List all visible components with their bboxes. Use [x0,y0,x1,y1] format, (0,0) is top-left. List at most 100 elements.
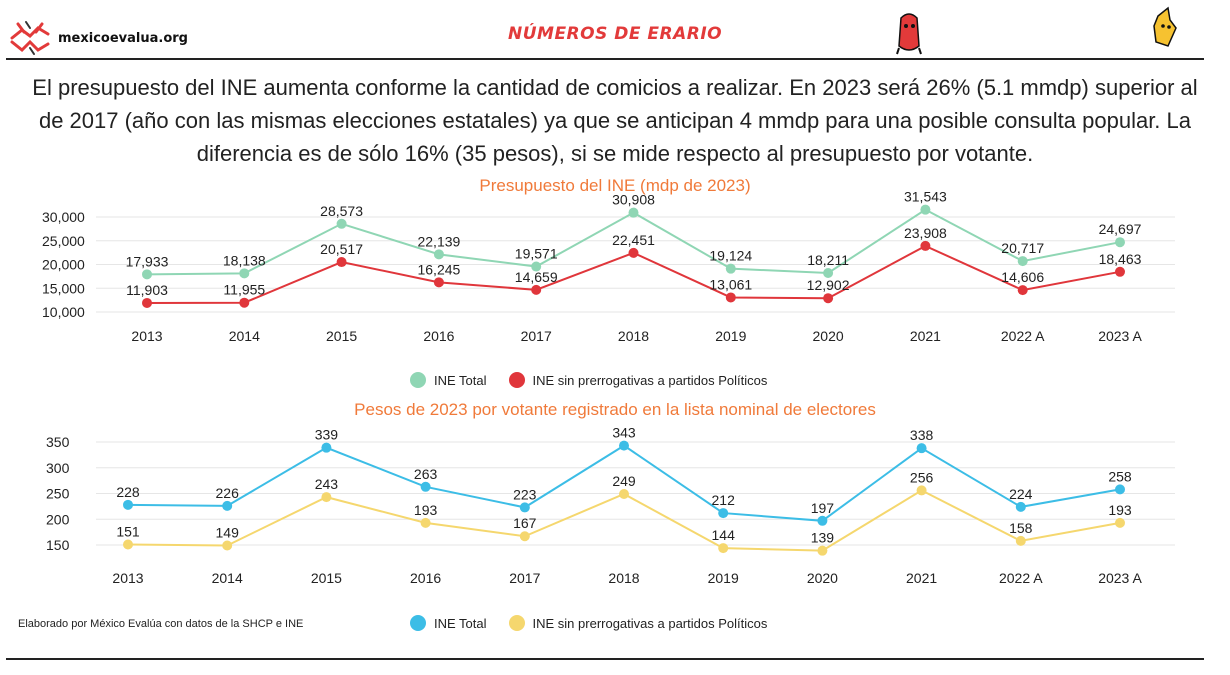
bottom-divider [6,658,1204,660]
data-point[interactable] [1115,266,1125,277]
legend-label: INE sin prerrogativas a partidos Polític… [532,372,768,388]
red-mascot-icon [896,13,922,55]
x-tick-label: 2020 [807,570,838,586]
x-tick-label: 2020 [813,328,844,344]
data-point[interactable] [718,543,729,554]
data-point[interactable] [123,499,133,510]
y-tick-label: 30,000 [42,209,85,225]
y-tick-label: 250 [46,486,70,502]
data-point[interactable] [239,268,250,279]
data-point[interactable] [531,284,542,295]
data-point[interactable] [142,297,152,308]
data-point[interactable] [1115,517,1125,528]
data-label: 212 [712,492,736,508]
data-label: 338 [910,427,934,443]
source-note: Elaborado por México Evalúa con datos de… [18,618,304,630]
yellow-mascot-icon [1153,6,1177,47]
data-label: 23,908 [904,225,947,241]
data-label: 158 [1009,520,1033,536]
data-label: 28,573 [320,203,363,219]
data-point[interactable] [920,240,931,251]
data-point[interactable] [239,297,250,308]
data-label: 18,463 [1099,251,1142,267]
brand[interactable]: mexicoevalua.org [8,20,188,56]
data-point[interactable] [619,440,629,451]
legend-swatch-yellow [508,615,525,631]
data-point[interactable] [142,269,152,280]
data-point[interactable] [336,257,347,268]
data-point[interactable] [519,502,530,513]
data-label: 228 [116,484,140,500]
data-label: 19,571 [515,246,558,262]
data-point[interactable] [916,443,927,454]
x-tick-label: 2018 [618,328,649,344]
data-point[interactable] [920,204,931,215]
y-tick-label: 200 [46,511,70,527]
site-name: mexicoevalua.org [58,30,188,46]
data-point[interactable] [420,517,431,528]
data-label: 226 [216,485,240,501]
legend-item-ine-sin-prerrogativas[interactable]: INE sin prerrogativas a partidos Polític… [508,615,767,631]
data-point[interactable] [336,218,347,229]
x-tick-label: 2015 [326,328,357,344]
data-point[interactable] [420,481,431,492]
data-point[interactable] [222,540,233,551]
data-point[interactable] [628,247,639,258]
data-point[interactable] [1015,501,1026,512]
legend-swatch-red [508,372,525,388]
data-point[interactable] [725,292,736,303]
data-point[interactable] [1017,256,1028,267]
legend-item-ine-total[interactable]: INE Total [410,615,487,631]
data-point[interactable] [123,539,133,550]
data-point[interactable] [817,515,828,526]
data-label: 151 [116,523,140,539]
series-line-2 [127,489,1121,552]
data-point[interactable] [619,489,629,500]
data-point[interactable] [321,492,332,503]
x-tick-label: 2021 [906,570,937,586]
chart2-title: Pesos de 2023 por votante registrado en … [354,400,876,419]
data-point[interactable] [1017,285,1028,296]
x-tick-label: 2023 A [1098,328,1142,344]
data-label: 11,903 [126,282,168,298]
data-point[interactable] [222,500,233,511]
data-point[interactable] [628,207,639,218]
data-label: 256 [910,469,934,485]
data-point[interactable] [916,485,927,496]
x-tick-label: 2015 [311,570,342,586]
data-point[interactable] [433,249,444,260]
x-tick-label: 2016 [410,570,441,586]
data-point[interactable] [725,263,736,274]
x-tick-label: 2018 [608,570,639,586]
data-point[interactable] [321,442,332,453]
mexico-evalua-logo-icon [10,21,50,55]
top-bar: mexicoevalua.org NÚMEROS DE ERARIO [0,0,1230,60]
data-label: 24,697 [1099,221,1142,237]
data-point[interactable] [823,293,834,304]
data-label: 263 [414,466,438,482]
data-point[interactable] [1015,535,1026,546]
data-label: 258 [1108,468,1132,484]
data-label: 197 [811,500,835,516]
legend-item-ine-total[interactable]: INE Total [410,372,487,388]
data-label: 20,517 [320,241,363,257]
data-point[interactable] [531,261,542,272]
x-tick-label: 2014 [212,570,243,586]
data-label: 14,659 [515,269,558,285]
data-point[interactable] [817,545,828,556]
data-point[interactable] [718,508,729,519]
data-label: 16,245 [417,261,460,277]
data-point[interactable] [1115,237,1125,248]
x-tick-label: 2014 [229,328,260,344]
data-point[interactable] [433,277,444,288]
chart1-title: Presupuesto del INE (mdp de 2023) [479,176,751,195]
y-tick-label: 10,000 [42,304,85,320]
legend-label: INE Total [434,615,487,631]
data-point[interactable] [823,267,834,278]
data-point[interactable] [519,531,530,542]
data-label: 339 [315,427,339,443]
data-point[interactable] [1115,484,1125,495]
legend-item-ine-sin-prerrogativas[interactable]: INE sin prerrogativas a partidos Polític… [508,372,768,388]
